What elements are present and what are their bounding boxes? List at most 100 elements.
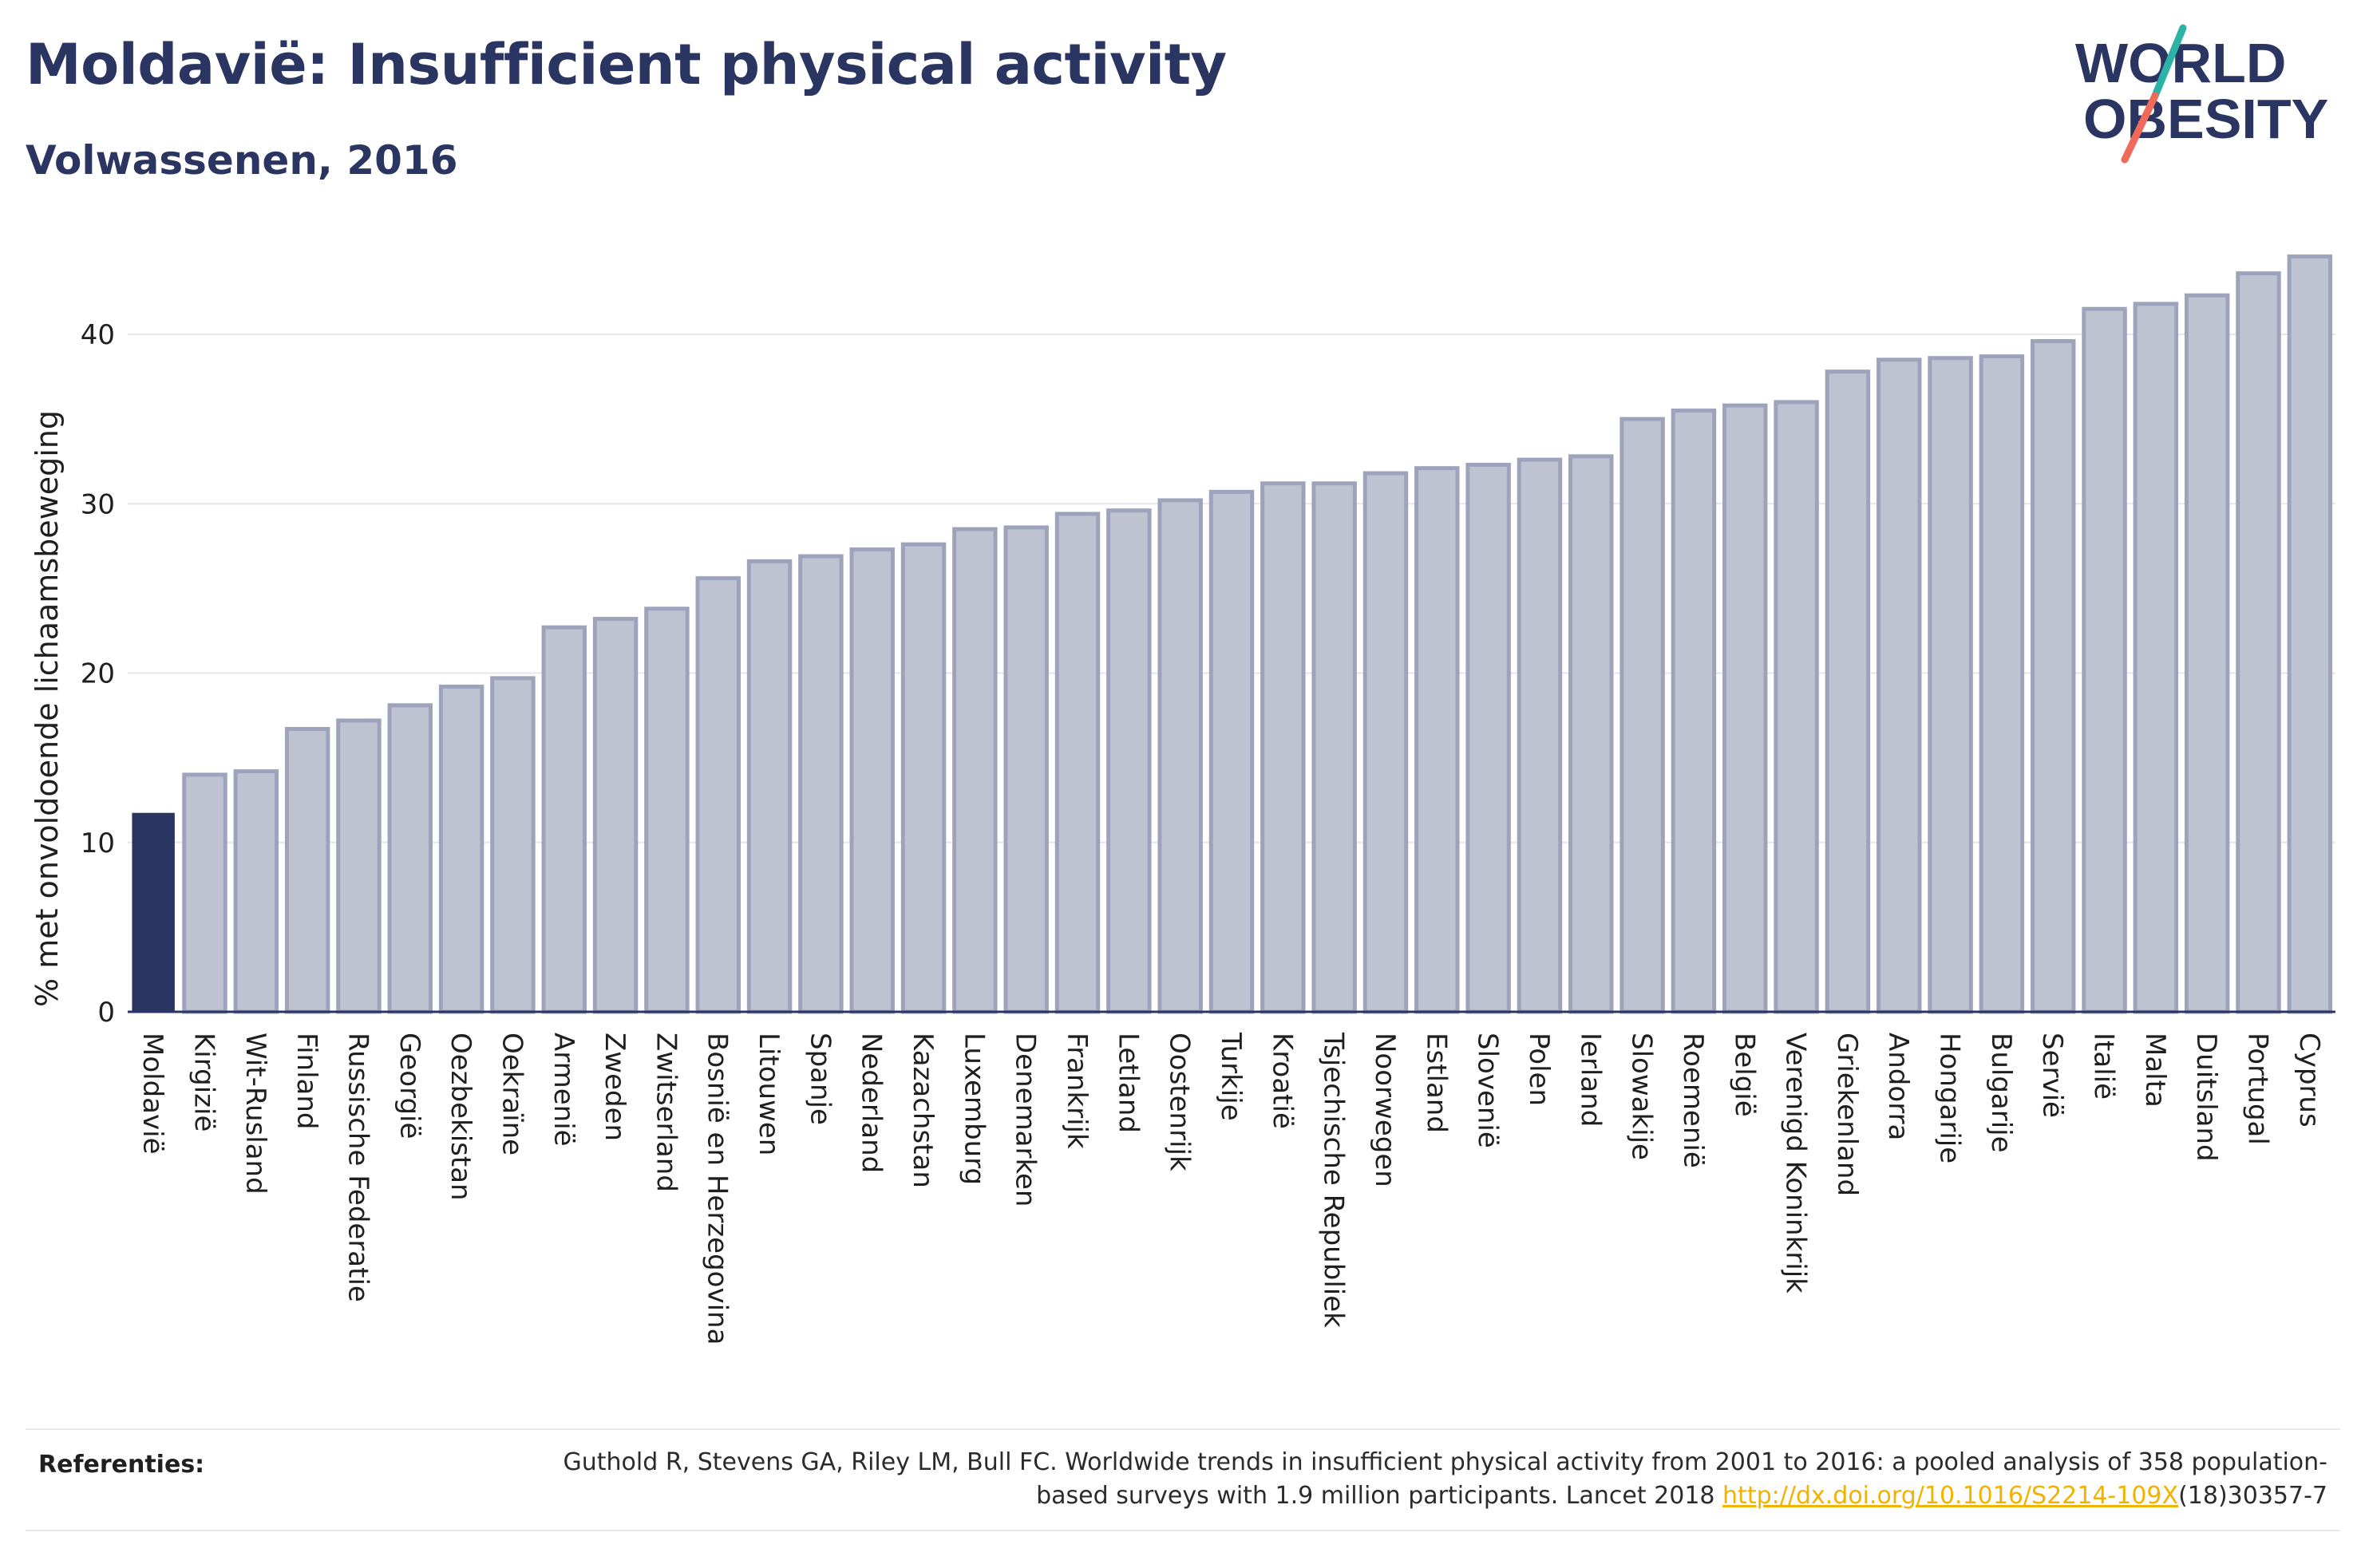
x-tick-label: Verenigd Koninkrijk [1780, 1033, 1812, 1294]
x-tick-label: Estland [1420, 1033, 1452, 1133]
chart-subtitle: Volwassenen, 2016 [26, 137, 458, 184]
bar-denemarken [1003, 525, 1049, 1014]
x-tick-label: Tsjechische Republiek [1318, 1032, 1350, 1328]
x-tick-label: Litouwen [753, 1033, 785, 1155]
logo-slash-top [2151, 24, 2187, 100]
y-tick-label: 30 [81, 488, 115, 520]
x-tick-label: Moldavië [136, 1033, 168, 1155]
y-axis-label: % met onvoldoende lichaamsbeweging [30, 410, 65, 1007]
bar-slowakije [1619, 417, 1665, 1014]
bar-nederland [849, 547, 895, 1014]
bar-oostenrijk [1157, 498, 1203, 1014]
bar-tsjechische-republiek [1311, 481, 1357, 1014]
y-tick-labels: 0 10 20 30 40 [81, 319, 115, 1029]
bar-kirgizi- [182, 772, 227, 1014]
x-tick-label: België [1728, 1033, 1760, 1117]
bar-zweden [592, 617, 639, 1014]
bar-oezbekistan [438, 684, 484, 1014]
bar-zwitserland [644, 606, 690, 1014]
x-tick-label: Wit-Rusland [239, 1033, 271, 1195]
logo-text-obesity: OBESITY [2083, 88, 2328, 150]
x-tick-label: Portugal [2242, 1033, 2274, 1145]
bar-finland [284, 727, 330, 1014]
bar-sloveni- [1465, 462, 1511, 1014]
x-tick-label: Slovenië [1472, 1033, 1504, 1148]
bar-noorwegen [1362, 471, 1409, 1014]
bar-malta [2133, 302, 2179, 1014]
x-tick-label: Luxemburg [958, 1033, 990, 1185]
x-tick-label: Bulgarije [1985, 1033, 2017, 1153]
bar-roemeni- [1671, 409, 1717, 1014]
bars [132, 254, 2333, 1014]
x-tick-label: Cyprus [2293, 1033, 2325, 1128]
bar-kazachstan [900, 542, 947, 1014]
world-obesity-logo: WORLD OBESITY [2075, 24, 2328, 164]
x-tick-label: Hongarije [1934, 1033, 1966, 1163]
bar-bulgarije [1979, 354, 2025, 1014]
bar-wit-rusland [233, 769, 279, 1014]
x-tick-label: Spanje [804, 1033, 836, 1125]
x-tick-label: Oekraïne [496, 1033, 528, 1155]
x-tick-label: Kirgizië [188, 1033, 219, 1132]
y-tick-label: 40 [81, 319, 115, 351]
x-tick-label: Duitsland [2190, 1033, 2222, 1162]
bar-oekra-ne [490, 676, 536, 1014]
x-tick-label: Slowakije [1626, 1033, 1658, 1160]
bar-letland [1106, 508, 1152, 1014]
x-tick-label: Zwitserland [650, 1033, 682, 1192]
x-tick-label: Ierland [1574, 1033, 1606, 1127]
references-doi-link[interactable]: http://dx.doi.org/10.1016/S2214-109X [1722, 1482, 2179, 1510]
bar-verenigd-koninkrijk [1774, 400, 1819, 1014]
bar-estland [1414, 466, 1460, 1014]
x-tick-label: Frankrijk [1061, 1033, 1093, 1149]
x-tick-label: Armenië [548, 1033, 579, 1147]
x-tick-label: Italië [2088, 1033, 2120, 1100]
x-tick-label: Servië [2036, 1033, 2068, 1118]
references-citation: Guthold R, Stevens GA, Riley LM, Bull FC… [563, 1448, 2327, 1510]
y-tick-label: 20 [81, 658, 115, 690]
bar-belgi- [1722, 403, 1768, 1014]
bar-kroati- [1260, 481, 1306, 1014]
x-tick-label: Bosnië en Herzegovina [702, 1033, 734, 1345]
bar-cyprus [2287, 254, 2333, 1014]
x-tick-label: Kroatië [1266, 1033, 1298, 1129]
x-tick-label: Letland [1112, 1033, 1144, 1133]
bar-chart: 0 10 20 30 40 Moldavië Kirgizië Wit-Rusland Fin… [30, 254, 2335, 1345]
y-tick-label: 10 [81, 827, 115, 859]
bar-portugal [2236, 271, 2281, 1014]
bar-polen [1517, 457, 1563, 1014]
x-tick-label: Russische Federatie [342, 1033, 374, 1302]
x-tick-label: Oezbekistan [445, 1033, 477, 1201]
y-tick-label: 0 [97, 997, 115, 1029]
bar-frankrijk [1054, 511, 1101, 1014]
x-tick-label: Malta [2139, 1033, 2171, 1108]
bar-spanje [798, 554, 844, 1014]
x-tick-label: Noorwegen [1369, 1033, 1401, 1187]
references-section: Referenties: Guthold R, Stevens GA, Rile… [26, 1428, 2340, 1531]
references-text: Guthold R, Stevens GA, Riley LM, Bull FC… [492, 1446, 2327, 1513]
bar-turkije [1208, 489, 1255, 1014]
logo-slash-bottom [2121, 92, 2159, 164]
bar-georgi- [387, 703, 433, 1014]
bar-bosni-en-herzegovina [695, 576, 741, 1014]
x-tick-label: Georgië [394, 1033, 425, 1139]
bar-ierland [1568, 454, 1614, 1014]
x-tick-label: Oostenrijk [1164, 1033, 1196, 1171]
bar-servi- [2030, 338, 2076, 1014]
bar-itali- [2082, 306, 2127, 1014]
x-tick-labels: Moldavië Kirgizië Wit-Rusland Finland Russis… [136, 1032, 2325, 1345]
x-tick-label: Andorra [1882, 1033, 1914, 1140]
bar-luxemburg [952, 527, 998, 1014]
references-citation-suffix: (18)30357-7 [2178, 1482, 2327, 1510]
bar-russische-federatie [336, 718, 382, 1014]
bar-griekenland [1825, 369, 1871, 1014]
x-tick-label: Finland [291, 1033, 322, 1130]
x-tick-label: Griekenland [1831, 1033, 1863, 1196]
bar-duitsland [2184, 293, 2230, 1014]
x-tick-label: Denemarken [1010, 1033, 1042, 1207]
bar-armeni- [541, 625, 587, 1014]
bar-andorra [1877, 357, 1922, 1014]
x-tick-label: Zweden [599, 1033, 631, 1141]
bar-moldavi- [132, 812, 175, 1013]
x-tick-label: Roemenië [1677, 1033, 1709, 1168]
